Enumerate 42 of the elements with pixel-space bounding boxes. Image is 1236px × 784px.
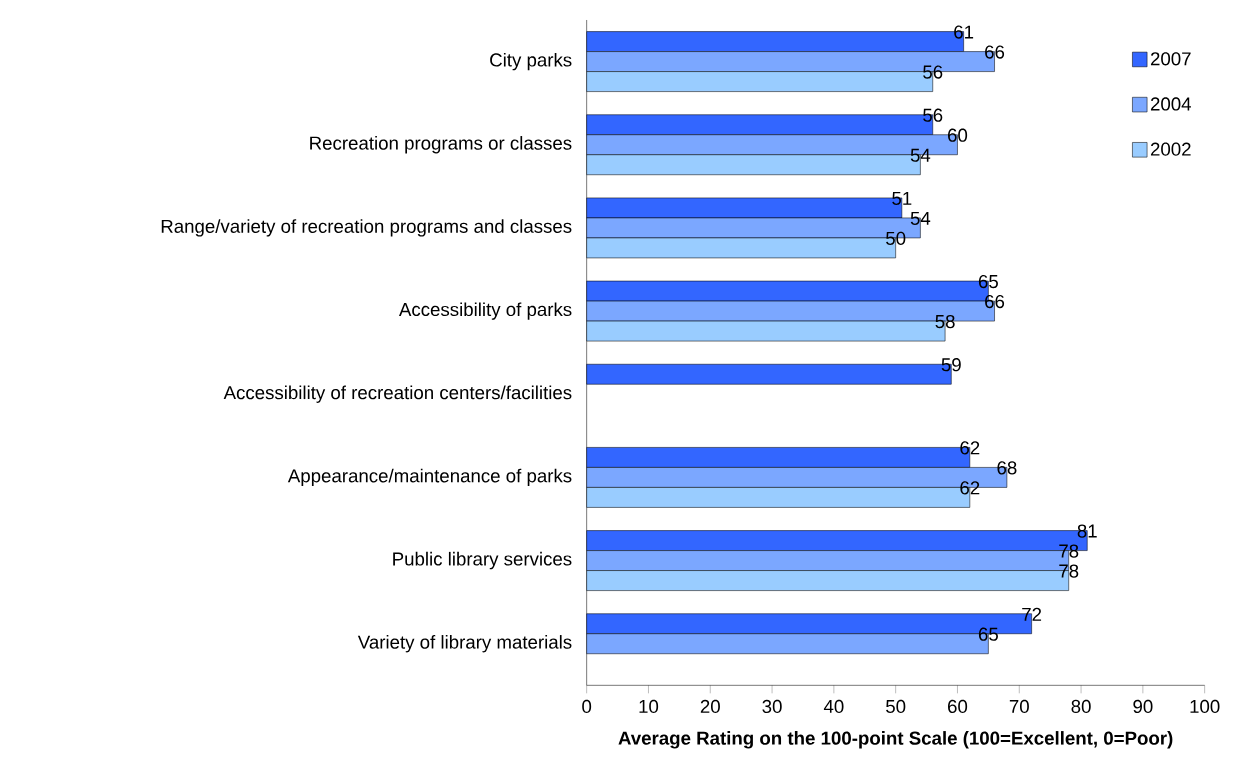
data-label: 78 [1059,564,1079,578]
data-label: 54 [910,211,931,225]
data-label: 58 [935,314,955,329]
x-tick-label: 80 [1071,699,1091,714]
data-label: 72 [1022,607,1042,621]
legend-label: 2002 [1150,142,1191,156]
y-tick-label: Appearance/maintenance of parks [287,468,572,487]
data-label: 60 [948,128,968,142]
x-tick-label: 100 [1190,699,1220,714]
data-label: 78 [1059,544,1079,558]
x-tick-label: 10 [639,699,659,714]
legend-label: 2004 [1150,97,1191,111]
y-tick-label: Accessibility of parks [398,302,572,320]
data-label: 59 [941,358,961,372]
y-tick-label: Public library services [393,551,572,570]
data-label: 62 [960,481,980,495]
y-tick-label: Variety of library materials [357,635,572,653]
x-tick-label: 20 [700,699,720,714]
data-label: 68 [997,461,1017,475]
data-label: 65 [978,274,998,289]
y-tick-label: Range/variety of recreation programs and classes [161,219,572,237]
data-label: 81 [1077,524,1097,538]
x-tick-label: 70 [1009,699,1029,714]
data-label: 56 [923,65,943,79]
x-tick-label: 40 [823,699,844,714]
legend-label: 2007 [1150,52,1191,66]
x-tick-label: 30 [762,699,782,714]
data-label: 62 [960,441,980,455]
x-tick-label: 60 [948,699,968,714]
data-label: 61 [954,25,974,39]
data-label: 66 [985,45,1005,59]
y-tick-label: City parks [490,52,572,71]
x-tick-label: 0 [582,699,592,714]
x-tick-label: 50 [886,699,906,714]
y-tick-label: Recreation programs or classes [310,136,572,154]
x-tick-label: 90 [1133,699,1153,714]
data-label: 51 [892,191,912,205]
y-tick-label: Accessibility of recreation centers/facilities [223,385,572,403]
data-label: 54 [910,148,931,162]
data-label: 50 [886,231,906,245]
data-label: 56 [923,108,943,122]
x-axis-title: Average Rating on the 100-point Scale (100=Excellent, 0=Poor) [618,731,1173,749]
